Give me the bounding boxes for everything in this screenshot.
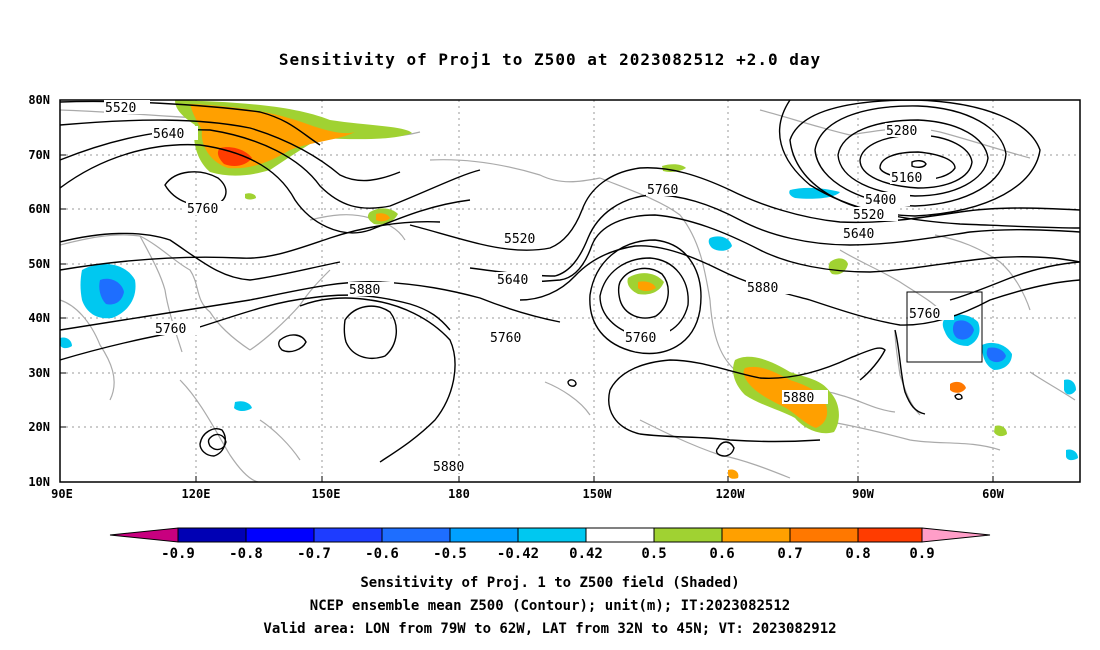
caption-line-1: Sensitivity of Proj. 1 to Z500 field (Sh… [360, 575, 740, 591]
colorbar-cell [245, 527, 315, 543]
shade-orange-kamchatka [376, 213, 390, 222]
colorbar-label: 0.8 [845, 546, 870, 562]
valid-area-box [906, 291, 983, 363]
lat-label: 40N [28, 311, 50, 325]
colorbar-label: -0.5 [433, 546, 467, 562]
sensitivity-shading [60, 100, 1078, 479]
contour-label: 5760 [490, 331, 521, 346]
lat-label: 50N [28, 257, 50, 271]
lon-labels: 90E 120E 150E 180 150W 120W 90W 60W [51, 487, 1004, 501]
colorbar-cell [177, 527, 247, 543]
shade-darkblue-atlantic-1 [952, 320, 974, 340]
contour-label: 5160 [891, 171, 922, 186]
colorbar-label: 0.9 [909, 546, 934, 562]
lon-label: 90W [852, 487, 874, 501]
lat-label: 60N [28, 202, 50, 216]
map-frame [59, 99, 1081, 483]
shade-darkblue-pacific-west [99, 278, 124, 305]
contour-label: 5760 [909, 307, 940, 322]
contour-label: 5640 [153, 127, 184, 142]
lat-label: 20N [28, 420, 50, 434]
lat-labels: 80N 70N 60N 50N 40N 30N 20N 10N [28, 93, 50, 489]
shade-blue-small-1 [234, 401, 252, 411]
colorbar-cell [857, 527, 923, 543]
colorbar-cell [789, 527, 859, 543]
colorbar-cell [653, 527, 723, 543]
lon-label: 150W [583, 487, 613, 501]
contour-label: 5760 [625, 331, 656, 346]
colorbar-label: -0.7 [297, 546, 331, 562]
shade-darkblue-atlantic-2 [986, 347, 1006, 363]
colorbar-cell [381, 527, 451, 543]
colorbar-label: 0.6 [709, 546, 734, 562]
shade-blue-gulfak [708, 236, 732, 251]
colorbar-label: -0.9 [161, 546, 195, 562]
shade-green-small-1 [245, 193, 256, 200]
shade-blue-small-7 [60, 337, 72, 349]
shade-blue-small-4 [1064, 379, 1076, 395]
tick-marks [60, 99, 994, 482]
contour-label: 5640 [843, 227, 874, 242]
shade-orange-npac [638, 281, 656, 291]
lat-label: 30N [28, 366, 50, 380]
colorbar-labels: -0.9 -0.8 -0.7 -0.6 -0.5 -0.42 0.42 0.5 … [161, 546, 935, 562]
contour-label: 5880 [747, 281, 778, 296]
shade-orange-small-6 [728, 469, 739, 479]
contour-label: 5880 [433, 460, 464, 475]
contour-label: 5760 [647, 183, 678, 198]
shade-orange-small-2 [950, 381, 966, 393]
lon-label: 150E [312, 487, 341, 501]
contour-label: 5520 [504, 232, 535, 247]
contour-label: 5880 [349, 283, 380, 298]
contour-label: 5760 [187, 202, 218, 217]
caption-line-2: NCEP ensemble mean Z500 (Contour); unit(… [309, 598, 791, 614]
lon-label: 60W [982, 487, 1004, 501]
lon-label: 90E [51, 487, 73, 501]
shade-red-siberia [217, 147, 252, 166]
lon-label: 120W [716, 487, 746, 501]
colorbar [109, 527, 991, 543]
contour-label: 5760 [155, 322, 186, 337]
contour-label: 5280 [886, 124, 917, 139]
colorbar-cell [585, 527, 655, 543]
plot-title: Sensitivity of Proj1 to Z500 at 20230825… [278, 50, 822, 69]
shade-green-small-3 [994, 425, 1007, 437]
colorbar-label: 0.7 [777, 546, 802, 562]
shade-green-gulf [828, 258, 848, 275]
shade-blue-canada [789, 187, 840, 199]
lon-label: 120E [182, 487, 211, 501]
colorbar-label: -0.42 [497, 546, 539, 562]
colorbar-label: 0.5 [641, 546, 666, 562]
colorbar-cell [921, 527, 991, 543]
colorbar-label: 0.42 [569, 546, 603, 562]
map-panel [60, 100, 1080, 482]
lon-label: 180 [448, 487, 470, 501]
lat-label: 70N [28, 148, 50, 162]
colorbar-label: -0.6 [365, 546, 399, 562]
contour-label: 5400 [865, 193, 896, 208]
colorbar-cell [721, 527, 791, 543]
lat-label: 10N [28, 475, 50, 489]
contour-label: 5640 [497, 273, 528, 288]
contour-label: 5520 [853, 208, 884, 223]
contour-labels: 5520 5640 5760 5520 5640 5760 5760 5880 … [104, 100, 954, 475]
colorbar-cell [517, 527, 587, 543]
colorbar-cell [449, 527, 519, 543]
colorbar-cell [313, 527, 383, 543]
contour-label: 5880 [783, 391, 814, 406]
contour-label: 5520 [105, 101, 136, 116]
colorbar-cell [109, 527, 179, 543]
colorbar-label: -0.8 [229, 546, 263, 562]
caption-line-3: Valid area: LON from 79W to 62W, LAT fro… [263, 621, 837, 637]
lat-label: 80N [28, 93, 50, 107]
shade-blue-small-5 [1066, 449, 1078, 461]
